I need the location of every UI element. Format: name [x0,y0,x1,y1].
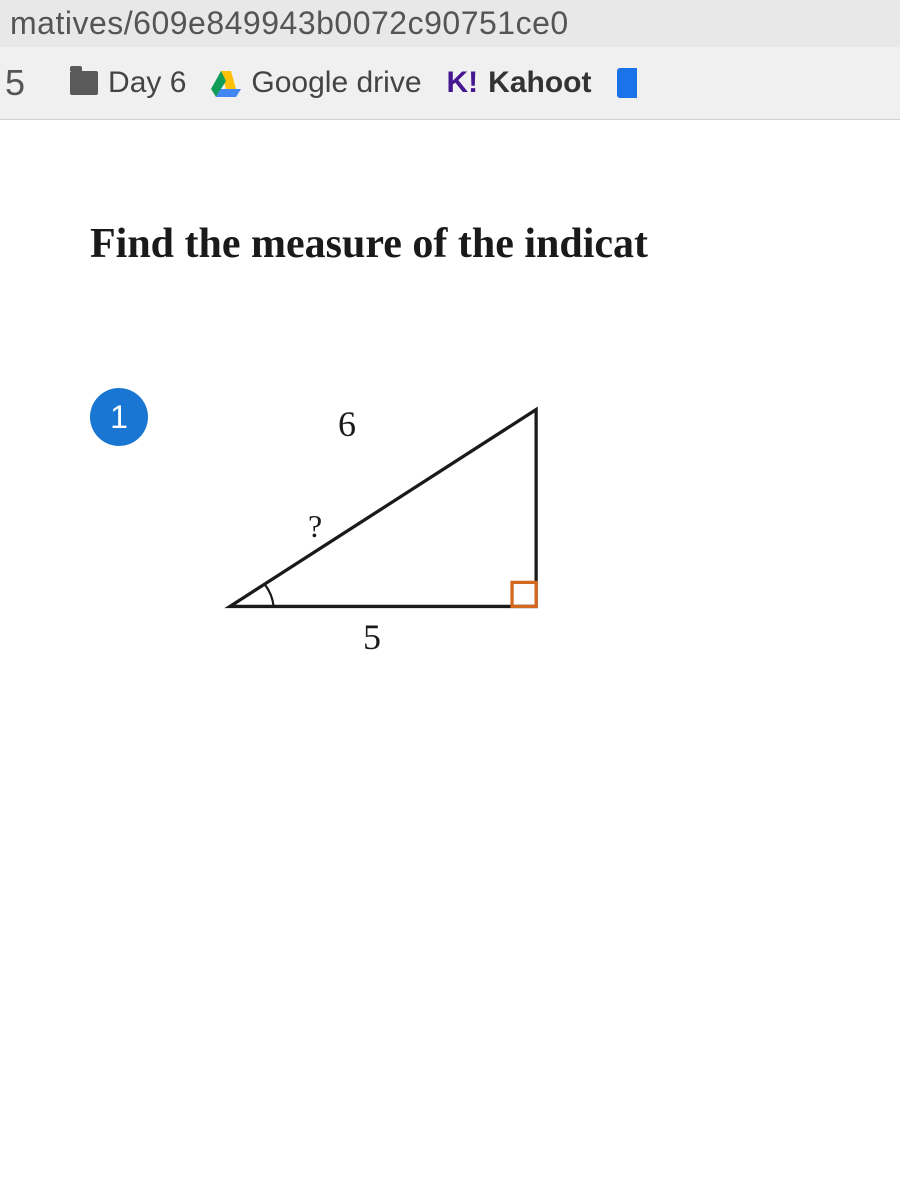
folder-icon [70,71,98,95]
kahoot-icon: K! [447,66,479,100]
right-angle-marker [512,582,536,606]
address-bar[interactable]: matives/609e849943b0072c90751ce0 [0,0,900,47]
bookmark-google-drive[interactable]: Google drive [211,66,421,100]
triangle-shape [230,410,536,607]
base-label: 5 [363,616,381,658]
bookmark-kahoot[interactable]: K! Kahoot [447,66,592,100]
question-row: 1 6 5 ? [90,348,870,648]
question-number-badge: 1 [90,388,148,446]
url-text: matives/609e849943b0072c90751ce0 [10,5,569,41]
angle-label: ? [308,508,322,545]
bookmark-day6[interactable]: Day 6 [70,66,186,100]
question-title: Find the measure of the indicat [90,220,870,268]
gdrive-icon [211,69,241,97]
hypotenuse-label: 6 [338,403,356,445]
triangle-diagram: 6 5 ? [208,368,558,648]
triangle-svg [208,368,558,648]
bookmark-label: Day 6 [108,66,186,100]
bookmarks-bar: 5 Day 6 Google drive K! Kahoot [0,47,900,120]
partial-bookmark-icon[interactable] [617,68,637,98]
content-area: Find the measure of the indicat 1 6 5 ? [0,120,900,1200]
angle-arc [265,585,274,607]
bookmark-label: Google drive [251,66,421,100]
bookmark-label: Kahoot [488,66,591,100]
partial-tab-number: 5 [5,62,25,104]
